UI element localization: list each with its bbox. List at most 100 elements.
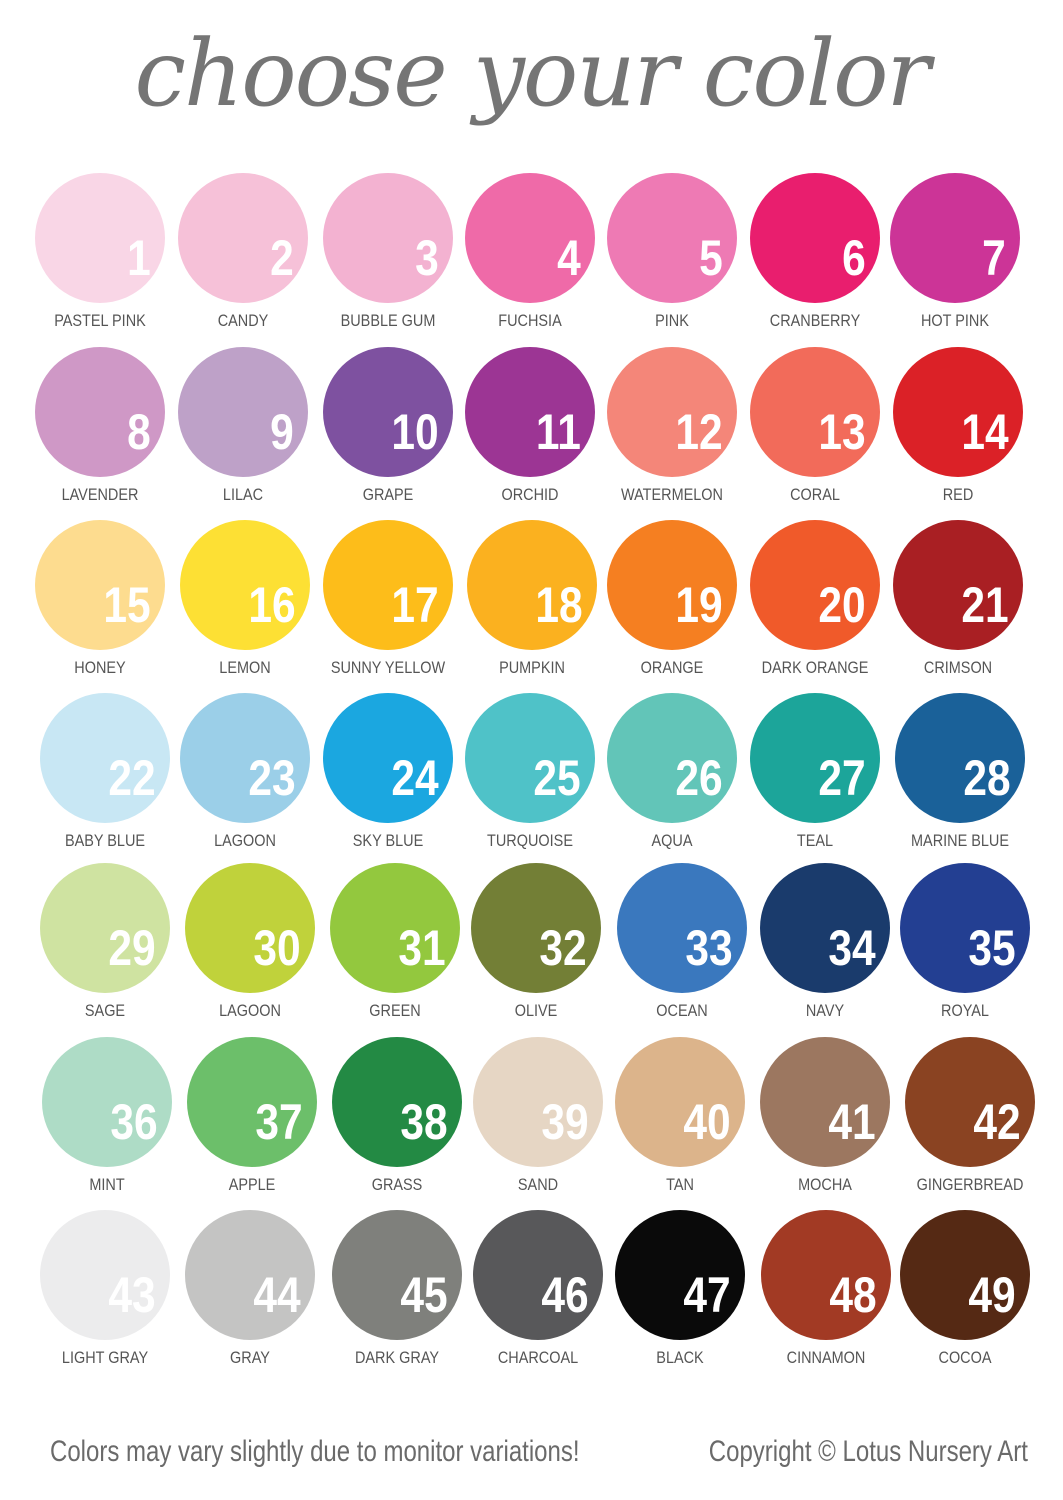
color-circle: 40 (615, 1037, 745, 1167)
color-circle: 5 (607, 173, 737, 303)
color-circle: 2 (178, 173, 308, 303)
color-number: 20 (818, 577, 866, 633)
color-circle: 45 (332, 1210, 462, 1340)
color-number: 12 (675, 404, 723, 460)
color-number: 39 (541, 1094, 589, 1150)
color-swatch[interactable]: 38 GRASS (332, 1037, 462, 1207)
color-swatch[interactable]: 19 ORANGE (607, 520, 737, 690)
color-swatch[interactable]: 1 PASTEL PINK (35, 173, 165, 343)
color-swatch[interactable]: 49 COCOA (900, 1210, 1030, 1380)
color-swatch[interactable]: 30 LAGOON (185, 863, 315, 1033)
color-number: 6 (842, 230, 866, 286)
color-circle: 27 (750, 693, 880, 823)
color-swatch[interactable]: 42 GINGERBREAD (905, 1037, 1035, 1207)
color-swatch[interactable]: 11 ORCHID (465, 347, 595, 517)
color-number: 23 (248, 750, 296, 806)
color-swatch[interactable]: 4 FUCHSIA (465, 173, 595, 343)
color-name: PASTEL PINK (54, 311, 146, 330)
color-circle: 42 (905, 1037, 1035, 1167)
color-circle: 34 (760, 863, 890, 993)
color-swatch[interactable]: 7 HOT PINK (890, 173, 1020, 343)
color-swatch[interactable]: 26 AQUA (607, 693, 737, 863)
color-swatch[interactable]: 44 GRAY (185, 1210, 315, 1380)
color-circle: 31 (330, 863, 460, 993)
color-swatch[interactable]: 17 SUNNY YELLOW (323, 520, 453, 690)
color-number: 17 (391, 577, 439, 633)
color-swatch[interactable]: 45 DARK GRAY (332, 1210, 462, 1380)
color-number: 3 (415, 230, 439, 286)
color-swatch[interactable]: 41 MOCHA (760, 1037, 890, 1207)
color-swatch[interactable]: 16 LEMON (180, 520, 310, 690)
color-circle: 7 (890, 173, 1020, 303)
color-swatch[interactable]: 39 SAND (473, 1037, 603, 1207)
color-swatch[interactable]: 3 BUBBLE GUM (323, 173, 453, 343)
color-swatch[interactable]: 27 TEAL (750, 693, 880, 863)
color-swatch[interactable]: 5 PINK (607, 173, 737, 343)
color-swatch[interactable]: 6 CRANBERRY (750, 173, 880, 343)
color-swatch[interactable]: 12 WATERMELON (607, 347, 737, 517)
color-name: RED (942, 485, 974, 504)
color-number: 43 (108, 1267, 156, 1323)
color-circle: 20 (750, 520, 880, 650)
color-swatch[interactable]: 8 LAVENDER (35, 347, 165, 517)
color-swatch[interactable]: 37 APPLE (187, 1037, 317, 1207)
color-swatch[interactable]: 20 DARK ORANGE (750, 520, 880, 690)
color-swatch[interactable]: 22 BABY BLUE (40, 693, 170, 863)
color-swatch[interactable]: 43 LIGHT GRAY (40, 1210, 170, 1380)
color-swatch[interactable]: 46 CHARCOAL (473, 1210, 603, 1380)
color-circle: 15 (35, 520, 165, 650)
color-swatch[interactable]: 29 SAGE (40, 863, 170, 1033)
color-swatch[interactable]: 13 CORAL (750, 347, 880, 517)
color-swatch[interactable]: 23 LAGOON (180, 693, 310, 863)
color-swatch[interactable]: 36 MINT (42, 1037, 172, 1207)
color-name: OCEAN (656, 1001, 708, 1020)
color-swatch[interactable]: 40 TAN (615, 1037, 745, 1207)
color-number: 47 (683, 1267, 731, 1323)
color-name: LIGHT GRAY (61, 1348, 149, 1367)
color-circle: 17 (323, 520, 453, 650)
color-number: 2 (270, 230, 294, 286)
color-swatch[interactable]: 31 GREEN (330, 863, 460, 1033)
color-swatch[interactable]: 28 MARINE BLUE (895, 693, 1025, 863)
color-number: 44 (253, 1267, 301, 1323)
color-swatch[interactable]: 25 TURQUOISE (465, 693, 595, 863)
color-swatch[interactable]: 10 GRAPE (323, 347, 453, 517)
color-swatch[interactable]: 14 RED (893, 347, 1023, 517)
color-number: 30 (253, 920, 301, 976)
color-number: 29 (108, 920, 156, 976)
color-name: BUBBLE GUM (340, 311, 436, 330)
color-name: TURQUOISE (487, 831, 573, 850)
color-circle: 36 (42, 1037, 172, 1167)
color-number: 5 (699, 230, 723, 286)
color-swatch[interactable]: 9 LILAC (178, 347, 308, 517)
color-swatch[interactable]: 35 ROYAL (900, 863, 1030, 1033)
color-swatch[interactable]: 18 PUMPKIN (467, 520, 597, 690)
color-circle: 10 (323, 347, 453, 477)
color-name: PUMPKIN (499, 658, 565, 677)
color-circle: 37 (187, 1037, 317, 1167)
color-circle: 26 (607, 693, 737, 823)
color-swatch[interactable]: 32 OLIVE (471, 863, 601, 1033)
color-swatch[interactable]: 47 BLACK (615, 1210, 745, 1380)
color-swatch[interactable]: 34 NAVY (760, 863, 890, 1033)
color-number: 21 (961, 577, 1009, 633)
color-swatch[interactable]: 21 CRIMSON (893, 520, 1023, 690)
color-circle: 11 (465, 347, 595, 477)
color-circle: 21 (893, 520, 1023, 650)
color-name: CRANBERRY (769, 311, 861, 330)
color-swatch[interactable]: 15 HONEY (35, 520, 165, 690)
color-circle: 41 (760, 1037, 890, 1167)
color-name: GREEN (369, 1001, 421, 1020)
color-number: 22 (108, 750, 156, 806)
color-number: 11 (536, 404, 581, 460)
color-name: TAN (666, 1175, 694, 1194)
color-swatch[interactable]: 48 CINNAMON (761, 1210, 891, 1380)
color-number: 37 (255, 1094, 303, 1150)
color-name: CORAL (790, 485, 840, 504)
color-swatch[interactable]: 24 SKY BLUE (323, 693, 453, 863)
color-swatch[interactable]: 33 OCEAN (617, 863, 747, 1033)
color-number: 19 (675, 577, 723, 633)
color-swatch[interactable]: 2 CANDY (178, 173, 308, 343)
color-number: 24 (391, 750, 439, 806)
color-name: BABY BLUE (64, 831, 146, 850)
